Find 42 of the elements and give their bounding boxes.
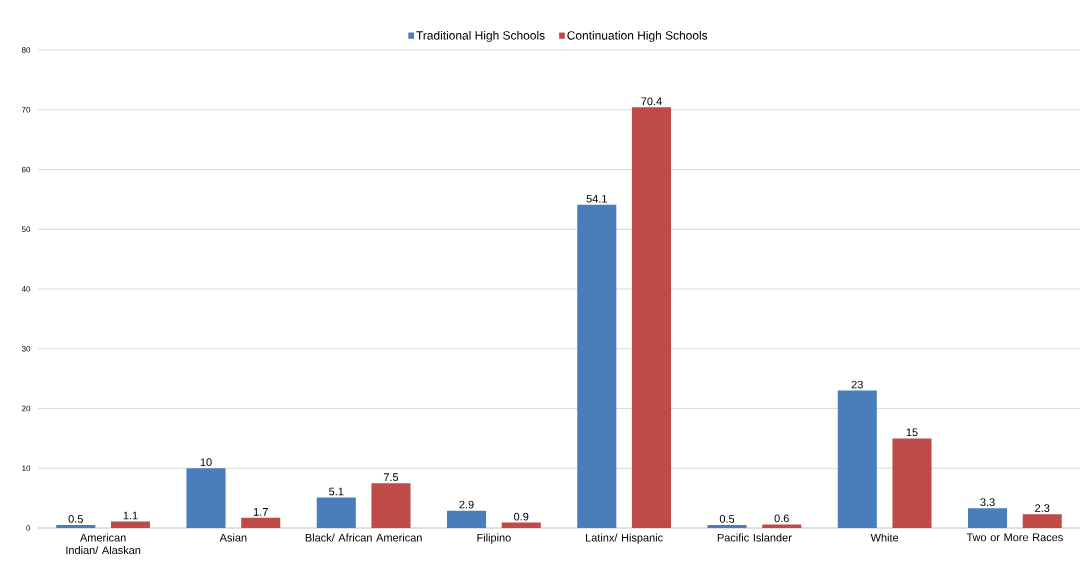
bar	[837, 390, 877, 528]
bar	[110, 521, 151, 528]
x-tick-label: White	[870, 533, 899, 542]
data-label: 0.5	[68, 515, 83, 523]
bar	[186, 468, 226, 528]
data-label: 15	[906, 428, 918, 437]
data-label: 23	[851, 380, 863, 389]
bar	[892, 438, 932, 528]
data-label: 2.9	[459, 500, 474, 509]
bar	[1022, 514, 1062, 528]
x-tick-label: Black/ African American	[305, 533, 422, 542]
bar	[762, 524, 802, 528]
bar	[316, 497, 356, 528]
x-tick-label: Latinx/ Hispanic	[586, 533, 663, 544]
bar	[577, 204, 617, 528]
data-label: 0.5	[719, 515, 735, 523]
bar	[501, 522, 541, 528]
data-label: 5.1	[329, 487, 344, 496]
bar	[371, 483, 411, 528]
bar	[56, 525, 96, 528]
data-label: 0.9	[514, 512, 529, 521]
x-tick-label: Filipino	[477, 533, 511, 544]
bar	[631, 107, 672, 528]
legend-label: Continuation High Schools	[567, 30, 708, 43]
x-tick-label: Two or More Races	[966, 533, 1063, 542]
bar	[967, 508, 1008, 528]
bar	[446, 510, 487, 528]
x-tick-label: Asian	[219, 533, 247, 542]
data-label: 10	[200, 458, 212, 467]
data-label: 1.7	[253, 508, 268, 516]
bar	[241, 517, 281, 528]
data-label: 0.6	[774, 514, 789, 523]
bar	[707, 525, 747, 528]
x-tick-label: Pacific Islander	[717, 533, 792, 542]
data-label: 3.3	[980, 498, 995, 507]
data-label: 54.1	[586, 194, 607, 203]
legend-label: Traditional High Schools	[416, 30, 545, 43]
data-label: 2.3	[1035, 504, 1050, 513]
x-tick-label: American Indian/ Alaskan	[66, 533, 141, 555]
data-label: 1.1	[123, 511, 138, 520]
data-label: 70.4	[641, 97, 662, 106]
data-label: 7.5	[383, 473, 399, 481]
